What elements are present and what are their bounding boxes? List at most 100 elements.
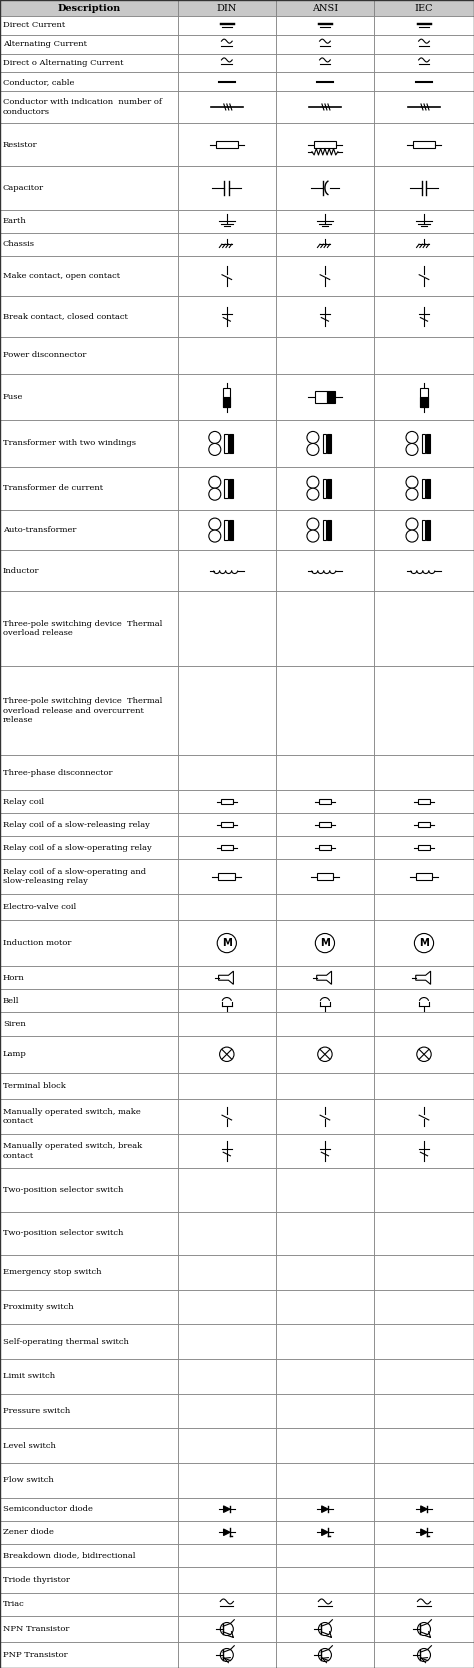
- Bar: [276, 510, 374, 550]
- Bar: [276, 1254, 374, 1289]
- Text: Self-operating thermal switch: Self-operating thermal switch: [3, 1338, 129, 1346]
- Text: Triode thyristor: Triode thyristor: [3, 1576, 70, 1585]
- Text: ANSI: ANSI: [312, 3, 338, 12]
- Bar: [374, 1463, 474, 1498]
- Bar: [276, 0, 374, 17]
- Bar: [374, 1289, 474, 1324]
- Polygon shape: [416, 971, 430, 984]
- Bar: [276, 1134, 374, 1168]
- Text: Manually operated switch, make
contact: Manually operated switch, make contact: [3, 1108, 141, 1124]
- Bar: [276, 989, 374, 1012]
- Bar: [221, 822, 233, 827]
- Bar: [0, 1134, 178, 1168]
- Bar: [276, 1359, 374, 1394]
- Bar: [178, 17, 276, 35]
- Bar: [374, 590, 474, 666]
- Text: NPN Transistor: NPN Transistor: [3, 1625, 69, 1633]
- Bar: [374, 989, 474, 1012]
- Bar: [328, 479, 331, 497]
- Bar: [178, 53, 276, 72]
- Text: Auto-transformer: Auto-transformer: [3, 525, 76, 534]
- Bar: [276, 1324, 374, 1359]
- Bar: [178, 1254, 276, 1289]
- Bar: [427, 479, 430, 497]
- Bar: [374, 1616, 474, 1641]
- Text: Two-position selector switch: Two-position selector switch: [3, 1186, 123, 1194]
- Bar: [416, 872, 432, 881]
- Bar: [178, 1012, 276, 1036]
- Bar: [178, 812, 276, 836]
- Bar: [178, 1641, 276, 1668]
- Bar: [421, 479, 425, 497]
- Bar: [178, 1099, 276, 1134]
- Bar: [0, 1289, 178, 1324]
- Bar: [319, 822, 331, 827]
- Circle shape: [406, 519, 418, 530]
- Bar: [0, 812, 178, 836]
- Text: Inductor: Inductor: [3, 567, 39, 574]
- Bar: [178, 1134, 276, 1168]
- Bar: [0, 1359, 178, 1394]
- Text: M: M: [222, 937, 232, 947]
- Circle shape: [406, 530, 418, 542]
- Bar: [276, 1616, 374, 1641]
- Bar: [276, 550, 374, 590]
- Bar: [374, 1545, 474, 1566]
- Text: Zener diode: Zener diode: [3, 1528, 54, 1536]
- Text: Break contact, closed contact: Break contact, closed contact: [3, 312, 128, 320]
- Polygon shape: [219, 971, 233, 984]
- Bar: [0, 210, 178, 232]
- Bar: [276, 123, 374, 167]
- Bar: [276, 35, 374, 53]
- Bar: [328, 392, 335, 404]
- Text: Relay coil of a slow-operating relay: Relay coil of a slow-operating relay: [3, 844, 152, 852]
- Bar: [178, 123, 276, 167]
- Text: Proximity switch: Proximity switch: [3, 1303, 73, 1311]
- Bar: [0, 859, 178, 894]
- Text: Limit switch: Limit switch: [3, 1373, 55, 1381]
- Circle shape: [209, 530, 221, 542]
- Bar: [276, 1289, 374, 1324]
- Bar: [223, 387, 230, 407]
- Bar: [0, 337, 178, 374]
- Bar: [276, 966, 374, 989]
- Bar: [374, 921, 474, 966]
- Bar: [276, 420, 374, 467]
- Bar: [178, 467, 276, 510]
- Bar: [276, 756, 374, 791]
- Circle shape: [220, 1623, 233, 1636]
- Circle shape: [318, 1048, 332, 1061]
- Text: Make contact, open contact: Make contact, open contact: [3, 272, 120, 280]
- Bar: [178, 590, 276, 666]
- Bar: [276, 859, 374, 894]
- Bar: [178, 836, 276, 859]
- Bar: [178, 666, 276, 756]
- Bar: [0, 1211, 178, 1254]
- Bar: [315, 392, 328, 404]
- Polygon shape: [224, 1506, 230, 1513]
- Text: Three-pole switching device  Thermal
overload release: Three-pole switching device Thermal over…: [3, 620, 163, 637]
- Bar: [374, 812, 474, 836]
- Bar: [427, 434, 430, 454]
- Bar: [374, 1134, 474, 1168]
- Polygon shape: [421, 1506, 427, 1513]
- Bar: [276, 666, 374, 756]
- Bar: [178, 297, 276, 337]
- Bar: [276, 1073, 374, 1099]
- Bar: [178, 92, 276, 123]
- Bar: [0, 1641, 178, 1668]
- Bar: [178, 374, 276, 420]
- Bar: [0, 1545, 178, 1566]
- Bar: [374, 666, 474, 756]
- Bar: [322, 520, 326, 540]
- Bar: [178, 232, 276, 255]
- Bar: [229, 434, 233, 454]
- Bar: [178, 1211, 276, 1254]
- Circle shape: [406, 489, 418, 500]
- Bar: [221, 799, 233, 804]
- Text: Horn: Horn: [3, 974, 25, 982]
- Bar: [374, 1099, 474, 1134]
- Text: Direct o Alternating Current: Direct o Alternating Current: [3, 58, 124, 67]
- Text: Transformer de current: Transformer de current: [3, 484, 103, 492]
- Circle shape: [209, 475, 221, 489]
